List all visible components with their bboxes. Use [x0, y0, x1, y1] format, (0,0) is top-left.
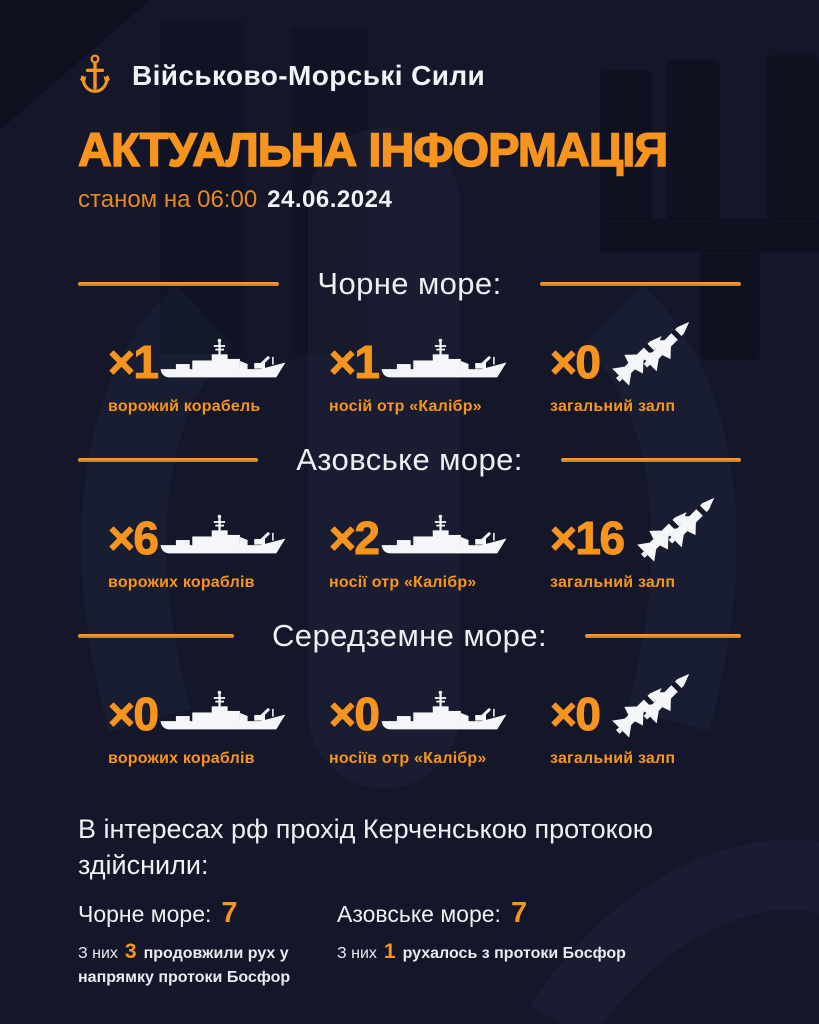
kerch-stat-black-sea: Чорне море: 7 З них 3 продовжили рух у нап… [78, 897, 337, 988]
stat-item-enemy-ships: ×0 ворожих кораблів [78, 670, 299, 768]
item-label: ворожий корабель [108, 398, 261, 415]
warship-icon [380, 336, 508, 388]
organization-name: Військово-Морські Сили [132, 60, 486, 91]
count-value: ×2 [328, 512, 380, 565]
item-label: загальний залп [550, 574, 676, 591]
stat-item-kalibr-carriers: ×2 носії отр «Калібр» [299, 494, 520, 592]
stat-item-total-salvo: ×16 загальний залп [520, 494, 741, 592]
note-count: 3 [124, 940, 137, 964]
as-of-line: станом на 06:00 24.06.2024 [78, 186, 741, 214]
sea-name: Азовське море: [337, 901, 501, 928]
as-of-time: станом на 06:00 [78, 186, 258, 213]
count-value: ×0 [549, 688, 601, 741]
item-label: ворожих кораблів [108, 750, 255, 767]
sea-name: Чорне море: [78, 901, 212, 928]
count-value: ×16 [550, 512, 626, 565]
stat-item-total-salvo: ×0 загальний залп [520, 318, 741, 416]
count-value: ×1 [107, 336, 159, 389]
warship-icon [380, 688, 508, 740]
section-black-sea: Чорне море: ×1 ворожий корабель ×1 [78, 266, 742, 416]
item-label: носіїв отр «Калібр» [329, 750, 487, 767]
section-heading-row: Чорне море: [78, 266, 742, 302]
section-title: Середземне море: [272, 618, 547, 653]
divider-line [78, 634, 235, 638]
stat-item-total-salvo: ×0 загальний залп [520, 670, 741, 768]
stat-item-enemy-ships: ×1 ворожий корабель [78, 318, 299, 416]
total-count: 7 [510, 897, 528, 930]
report-date: 24.06.2024 [267, 186, 393, 213]
item-label: загальний залп [550, 398, 676, 415]
missiles-icon [605, 670, 703, 740]
count-value: ×1 [328, 336, 380, 389]
stat-item-enemy-ships: ×6 ворожих кораблів [78, 494, 299, 592]
item-label: загальний залп [550, 750, 676, 767]
divider-line [560, 458, 742, 462]
divider-line [78, 282, 280, 286]
kerch-heading: В інтересах рф прохід Керченською проток… [78, 814, 654, 880]
warship-icon [159, 512, 287, 564]
page-title: АКТУАЛЬНА ІНФОРМАЦІЯ [77, 123, 669, 176]
count-value: ×6 [107, 512, 159, 565]
missiles-icon [630, 494, 728, 564]
kerch-strait-block: В інтересах рф прохід Керченською проток… [78, 812, 741, 988]
note-count: 1 [383, 940, 396, 964]
section-title: Чорне море: [317, 266, 502, 301]
divider-line [78, 458, 259, 462]
section-azov-sea: Азовське море: ×6 ворожих кораблів ×2 [78, 442, 742, 592]
section-heading-row: Середземне море: [78, 618, 741, 654]
section-heading-row: Азовське море: [78, 442, 742, 478]
divider-line [584, 634, 741, 638]
header: Військово-Морські Сили [78, 52, 741, 100]
sea-sections: Чорне море: ×1 ворожий корабель ×1 [78, 266, 742, 768]
count-value: ×0 [549, 336, 601, 389]
item-label: носій отр «Калібр» [329, 398, 482, 415]
section-mediterranean-sea: Середземне море: ×0 ворожих кораблів ×0 [78, 618, 741, 768]
stat-note: З них 1 рухалось з протоки Босфор [337, 940, 626, 964]
kerch-stat-azov-sea: Азовське море: 7 З них 1 рухалось з проток… [337, 897, 741, 988]
total-count: 7 [221, 897, 238, 930]
warship-icon [159, 336, 287, 388]
warship-icon [380, 512, 508, 564]
stat-item-kalibr-carriers: ×0 носіїв отр «Калібр» [299, 670, 520, 768]
missiles-icon [605, 318, 703, 388]
item-label: ворожих кораблів [108, 574, 255, 591]
section-title: Азовське море: [296, 442, 523, 477]
count-value: ×0 [328, 688, 380, 741]
stat-note: З них 3 продовжили рух у напрямку протоки … [78, 940, 291, 986]
divider-line [539, 282, 742, 286]
item-label: носії отр «Калібр» [329, 574, 477, 591]
stat-item-kalibr-carriers: ×1 носій отр «Калібр» [299, 318, 520, 416]
count-value: ×0 [107, 688, 159, 741]
warship-icon [159, 688, 287, 740]
navy-anchor-icon [79, 54, 111, 93]
